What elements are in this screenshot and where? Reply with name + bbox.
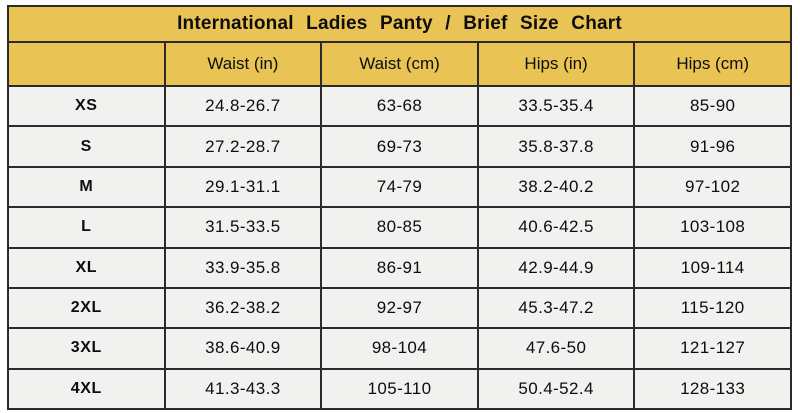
size-label: S: [7, 125, 166, 168]
size-value-cell: 74-79: [320, 165, 479, 209]
corner-cell: [7, 41, 166, 87]
column-header-hips-in: Hips (in): [476, 41, 636, 87]
size-value-cell: 92-97: [320, 286, 479, 330]
table-row: XS 24.8-26.7 63-68 33.5-35.4 85-90: [7, 84, 792, 128]
size-value-cell: 97-102: [633, 165, 792, 209]
size-label: XS: [7, 84, 166, 128]
table-body: XS 24.8-26.7 63-68 33.5-35.4 85-90 S 27.2-28.7…: [7, 84, 792, 411]
size-value-cell: 33.5-35.4: [476, 84, 636, 128]
size-value-cell: 38.6-40.9: [163, 327, 323, 370]
size-value-cell: 121-127: [633, 327, 792, 370]
size-value-cell: 36.2-38.2: [163, 286, 323, 330]
size-value-cell: 91-96: [633, 125, 792, 168]
size-value-cell: 35.8-37.8: [476, 125, 636, 168]
size-label: 2XL: [7, 286, 166, 330]
size-label: 3XL: [7, 327, 166, 370]
size-value-cell: 42.9-44.9: [476, 246, 636, 289]
size-value-cell: 47.6-50: [476, 327, 636, 370]
size-value-cell: 63-68: [320, 84, 479, 128]
size-value-cell: 85-90: [633, 84, 792, 128]
size-value-cell: 86-91: [320, 246, 479, 289]
size-value-cell: 24.8-26.7: [163, 84, 323, 128]
size-value-cell: 128-133: [633, 367, 792, 411]
size-label: M: [7, 165, 166, 209]
size-value-cell: 105-110: [320, 367, 479, 411]
size-label: 4XL: [7, 367, 166, 411]
size-value-cell: 38.2-40.2: [476, 165, 636, 209]
column-header-waist-in: Waist (in): [163, 41, 323, 87]
table-row: L 31.5-33.5 80-85 40.6-42.5 103-108: [7, 206, 792, 249]
size-value-cell: 80-85: [320, 206, 479, 249]
size-value-cell: 98-104: [320, 327, 479, 370]
size-value-cell: 40.6-42.5: [476, 206, 636, 249]
size-value-cell: 50.4-52.4: [476, 367, 636, 411]
table-row: 4XL 41.3-43.3 105-110 50.4-52.4 128-133: [7, 367, 792, 411]
size-value-cell: 69-73: [320, 125, 479, 168]
size-value-cell: 103-108: [633, 206, 792, 249]
table-row: S 27.2-28.7 69-73 35.8-37.8 91-96: [7, 125, 792, 168]
table-row: 2XL 36.2-38.2 92-97 45.3-47.2 115-120: [7, 286, 792, 330]
title-row: International Ladies Panty / Brief Size …: [7, 5, 792, 43]
size-label: XL: [7, 246, 166, 289]
chart-title: International Ladies Panty / Brief Size …: [7, 5, 792, 43]
size-value-cell: 29.1-31.1: [163, 165, 323, 209]
size-value-cell: 115-120: [633, 286, 792, 330]
size-chart-table: International Ladies Panty / Brief Size …: [7, 5, 792, 411]
size-label: L: [7, 206, 166, 249]
column-header-hips-cm: Hips (cm): [633, 41, 792, 87]
size-value-cell: 31.5-33.5: [163, 206, 323, 249]
column-header-waist-cm: Waist (cm): [320, 41, 479, 87]
size-value-cell: 41.3-43.3: [163, 367, 323, 411]
size-value-cell: 33.9-35.8: [163, 246, 323, 289]
size-value-cell: 27.2-28.7: [163, 125, 323, 168]
table-row: M 29.1-31.1 74-79 38.2-40.2 97-102: [7, 165, 792, 209]
header-row: Waist (in) Waist (cm) Hips (in) Hips (cm…: [7, 41, 792, 87]
size-value-cell: 109-114: [633, 246, 792, 289]
table-row: XL 33.9-35.8 86-91 42.9-44.9 109-114: [7, 246, 792, 289]
size-value-cell: 45.3-47.2: [476, 286, 636, 330]
table-row: 3XL 38.6-40.9 98-104 47.6-50 121-127: [7, 327, 792, 370]
